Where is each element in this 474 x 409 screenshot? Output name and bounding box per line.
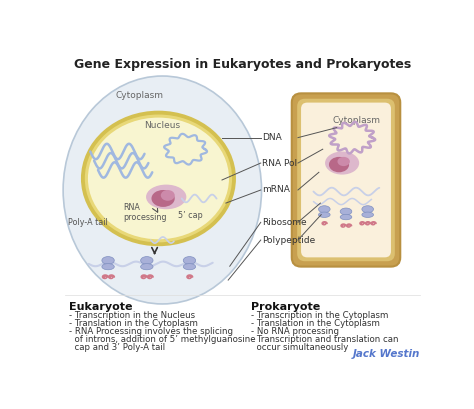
- Text: Prokaryote: Prokaryote: [251, 302, 321, 312]
- Ellipse shape: [81, 111, 236, 246]
- Text: mRNA: mRNA: [262, 186, 290, 195]
- Ellipse shape: [161, 190, 175, 201]
- Ellipse shape: [325, 151, 359, 175]
- Ellipse shape: [340, 214, 352, 220]
- Text: Poly-A tail: Poly-A tail: [68, 218, 108, 227]
- Text: Jack Westin: Jack Westin: [353, 349, 420, 360]
- Text: DNA: DNA: [262, 133, 282, 142]
- Text: - RNA Processing involves the splicing: - RNA Processing involves the splicing: [69, 327, 233, 336]
- Text: Polypeptide: Polypeptide: [262, 236, 316, 245]
- Ellipse shape: [362, 212, 374, 218]
- FancyBboxPatch shape: [301, 103, 391, 257]
- FancyBboxPatch shape: [297, 99, 395, 261]
- Text: RNA
processing: RNA processing: [124, 203, 167, 222]
- Text: - Transcription in the Cytoplasm: - Transcription in the Cytoplasm: [251, 311, 389, 320]
- Ellipse shape: [183, 264, 196, 270]
- Ellipse shape: [183, 256, 196, 264]
- Ellipse shape: [340, 208, 352, 215]
- Ellipse shape: [102, 264, 114, 270]
- Text: Cytoplasm: Cytoplasm: [332, 117, 380, 126]
- Ellipse shape: [362, 206, 374, 213]
- Text: - Translation in the Cytoplasm: - Translation in the Cytoplasm: [251, 319, 380, 328]
- Text: of introns, addition of 5’ methylguanosine: of introns, addition of 5’ methylguanosi…: [69, 335, 255, 344]
- Ellipse shape: [329, 157, 349, 172]
- Ellipse shape: [141, 256, 153, 264]
- Ellipse shape: [63, 76, 262, 304]
- Text: RNA Pol: RNA Pol: [262, 159, 297, 168]
- Ellipse shape: [319, 206, 330, 213]
- Ellipse shape: [141, 264, 153, 270]
- Ellipse shape: [85, 115, 232, 243]
- Ellipse shape: [146, 184, 186, 209]
- Text: - Transcription and translation can: - Transcription and translation can: [251, 335, 399, 344]
- Text: Nucleus: Nucleus: [145, 121, 181, 130]
- Ellipse shape: [319, 212, 330, 218]
- Ellipse shape: [88, 118, 229, 239]
- Text: - Transcription in the Nucleus: - Transcription in the Nucleus: [69, 311, 195, 320]
- Text: Cytoplasm: Cytoplasm: [116, 92, 164, 101]
- Text: 5’ cap: 5’ cap: [178, 211, 202, 220]
- Text: Eukaryote: Eukaryote: [69, 302, 132, 312]
- Ellipse shape: [152, 190, 175, 207]
- FancyBboxPatch shape: [292, 93, 400, 267]
- Text: cap and 3’ Poly-A tail: cap and 3’ Poly-A tail: [69, 343, 164, 352]
- Text: - Translation in the Cytoplasm: - Translation in the Cytoplasm: [69, 319, 198, 328]
- Text: - No RNA processing: - No RNA processing: [251, 327, 339, 336]
- Text: Ribosome: Ribosome: [262, 218, 307, 227]
- Text: occur simultaneously: occur simultaneously: [251, 343, 349, 352]
- Text: Gene Expression in Eukaryotes and Prokaryotes: Gene Expression in Eukaryotes and Prokar…: [74, 58, 411, 70]
- Ellipse shape: [337, 157, 350, 166]
- Ellipse shape: [102, 256, 114, 264]
